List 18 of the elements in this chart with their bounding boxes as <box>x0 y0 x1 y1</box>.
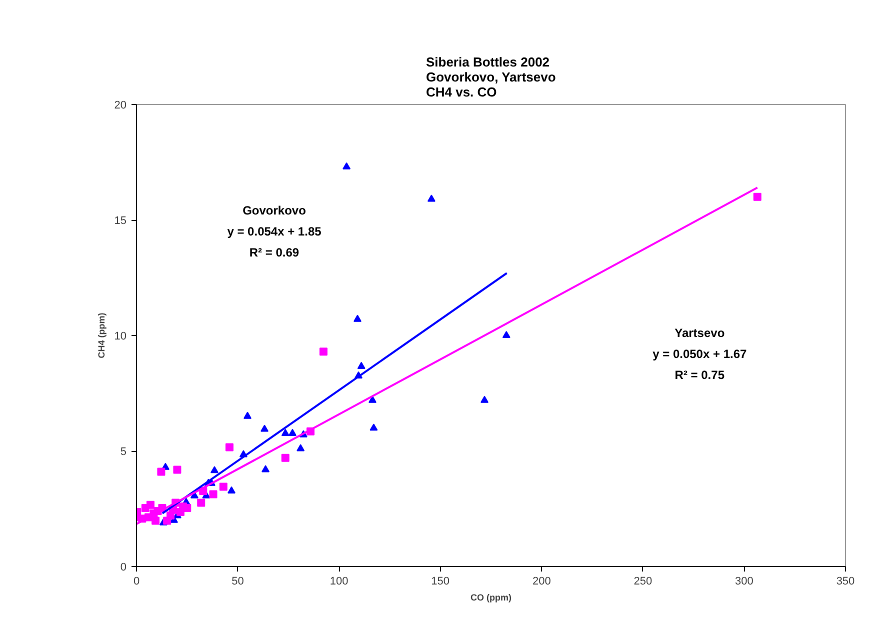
y-tick-label: 5 <box>120 446 127 458</box>
x-tick-label: 50 <box>232 576 244 588</box>
y-tick-label: 0 <box>120 562 127 574</box>
x-tick-label: 100 <box>330 576 348 588</box>
annotation: Govorkovo y = 0.054x + 1.85 R² = 0.69 <box>227 204 322 260</box>
y-tick-label: 20 <box>114 100 127 112</box>
x-tick-label: 300 <box>735 576 754 588</box>
x-tick-label: 250 <box>634 576 652 588</box>
y-tick-label: 10 <box>114 330 127 342</box>
x-tick-label: 350 <box>836 576 855 588</box>
x-axis-title: CO (ppm) <box>470 592 512 602</box>
x-tick-label: 0 <box>133 576 140 588</box>
x-tick-label: 150 <box>431 576 450 588</box>
annotation: Yartsevo y = 0.050x + 1.67 R² = 0.75 <box>652 326 748 382</box>
y-tick-label: 15 <box>114 215 127 227</box>
y-axis-title: CH4 (ppm) <box>96 312 106 358</box>
x-tick-label: 200 <box>532 576 551 588</box>
chart-title: Siberia Bottles 2002 Govorkovo, Yartsevo CH4 vs. CO <box>426 54 556 100</box>
